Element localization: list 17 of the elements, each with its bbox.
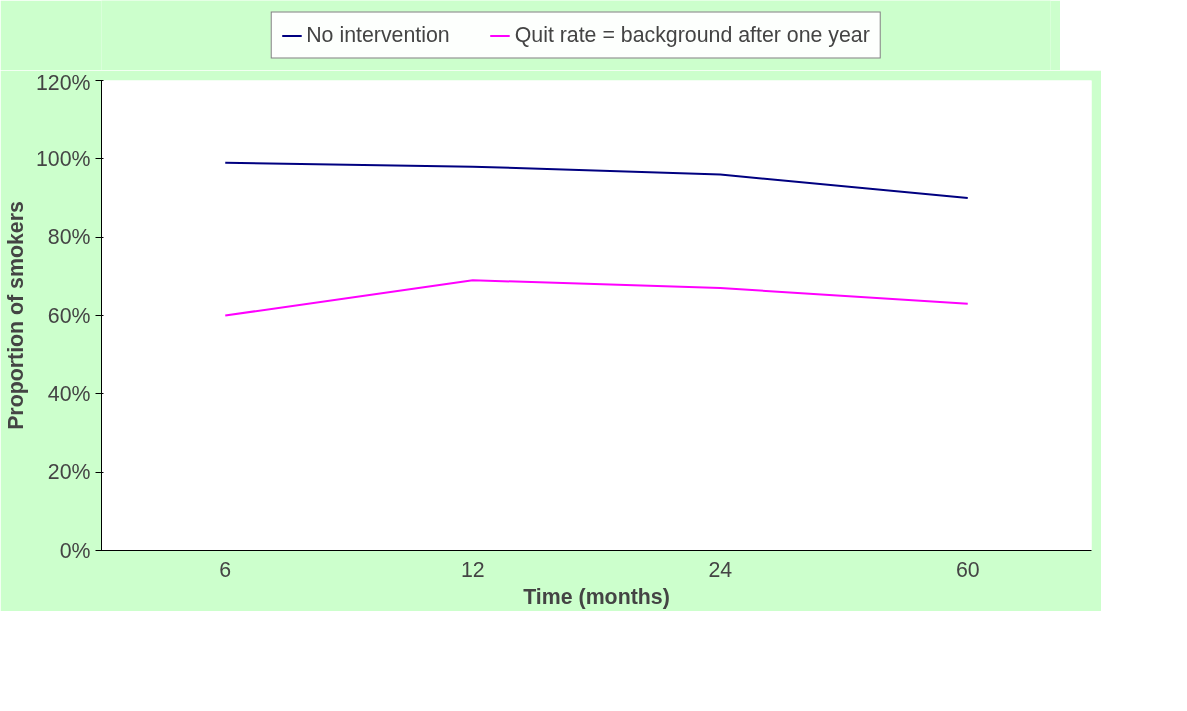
legend-label: No intervention xyxy=(306,22,450,48)
y-axis-title: Proportion of smokers xyxy=(3,201,28,430)
x-tick-label: 24 xyxy=(708,557,733,582)
y-tick-label: 20% xyxy=(47,460,91,485)
y-tick-label: 80% xyxy=(47,225,91,250)
y-tick-label: 120% xyxy=(35,70,91,95)
x-tick-label: 12 xyxy=(460,557,485,582)
x-axis-title: Time (months) xyxy=(523,584,670,609)
y-tick-label: 100% xyxy=(35,146,91,171)
line-series xyxy=(224,279,969,317)
line-series xyxy=(224,161,969,199)
x-tick-label: 6 xyxy=(219,557,232,582)
y-tick-label: 60% xyxy=(47,303,91,328)
legend-label: Quit rate = background after one year xyxy=(514,22,870,48)
x-tick-label: 60 xyxy=(955,557,980,582)
y-tick-label: 40% xyxy=(47,381,91,406)
y-tick-label: 0% xyxy=(59,538,91,563)
